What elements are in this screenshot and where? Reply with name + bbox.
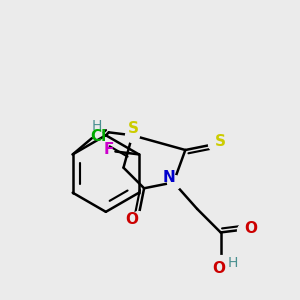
- Text: O: O: [244, 220, 257, 236]
- Text: Cl: Cl: [90, 129, 106, 144]
- Text: O: O: [213, 261, 226, 276]
- Text: H: H: [228, 256, 238, 270]
- Text: N: N: [163, 170, 175, 185]
- Text: F: F: [104, 142, 114, 158]
- Text: O: O: [125, 212, 138, 227]
- Text: S: S: [128, 121, 139, 136]
- Text: S: S: [214, 134, 226, 149]
- Text: H: H: [92, 119, 102, 134]
